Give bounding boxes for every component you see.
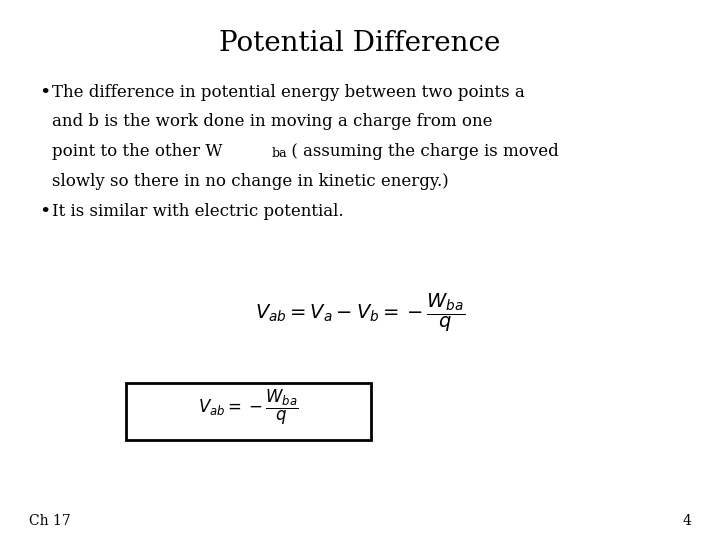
Text: 4: 4 (683, 514, 691, 528)
FancyBboxPatch shape (126, 383, 371, 440)
Text: $V_{ab} = -\dfrac{W_{ba}}{q}$: $V_{ab} = -\dfrac{W_{ba}}{q}$ (198, 388, 299, 427)
Text: slowly so there in no change in kinetic energy.): slowly so there in no change in kinetic … (52, 173, 449, 190)
Text: •: • (40, 84, 51, 102)
Text: and b is the work done in moving a charge from one: and b is the work done in moving a charg… (52, 113, 492, 130)
Text: ba: ba (272, 147, 287, 160)
Text: ba: ba (272, 147, 287, 160)
Text: •: • (40, 202, 51, 220)
Text: $V_{ab} = V_a - V_b = -\dfrac{W_{ba}}{q}$: $V_{ab} = V_a - V_b = -\dfrac{W_{ba}}{q}… (255, 292, 465, 334)
Text: It is similar with electric potential.: It is similar with electric potential. (52, 202, 343, 219)
Text: point to the other W: point to the other W (52, 143, 222, 160)
Text: Potential Difference: Potential Difference (220, 30, 500, 57)
Text: Ch 17: Ch 17 (29, 514, 71, 528)
Text: ( assuming the charge is moved: ( assuming the charge is moved (286, 143, 559, 160)
Text: The difference in potential energy between two points a: The difference in potential energy betwe… (52, 84, 525, 100)
